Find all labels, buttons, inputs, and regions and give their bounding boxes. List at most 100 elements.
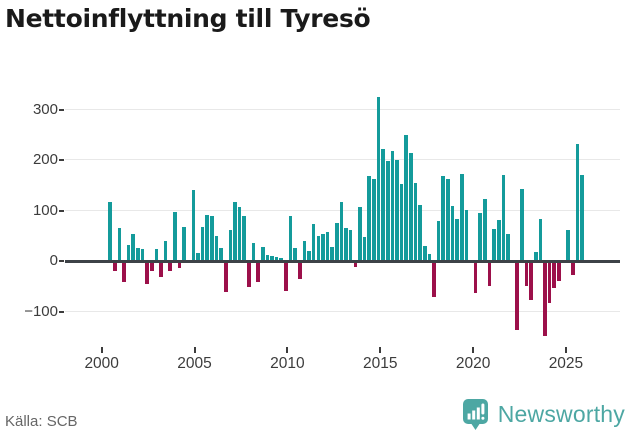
negative-bar (145, 263, 149, 284)
source-note: Källa: SCB (5, 413, 78, 430)
negative-bar (168, 263, 173, 271)
positive-bar (316, 235, 321, 260)
y-axis-tick (59, 108, 64, 111)
positive-bar (163, 240, 168, 260)
positive-bar (219, 247, 223, 260)
negative-bar (529, 263, 533, 301)
y-axis-label: 100 (32, 201, 58, 219)
x-axis-label: 2000 (84, 355, 119, 372)
positive-bar (367, 175, 371, 260)
x-axis-tick (100, 347, 103, 353)
negative-bar (112, 263, 117, 272)
positive-bar (376, 97, 381, 260)
positive-bar (182, 227, 186, 260)
positive-bar (566, 229, 570, 260)
positive-bar (501, 174, 506, 260)
positive-bar (233, 201, 237, 260)
positive-bar (265, 254, 270, 260)
y-axis-tick (59, 310, 64, 313)
positive-bar (154, 248, 159, 260)
positive-bar (191, 189, 196, 260)
positive-bar (506, 234, 510, 260)
x-axis-tick (564, 347, 567, 353)
positive-bar (409, 153, 413, 260)
positive-bar (520, 189, 524, 260)
y-axis-label: 0 (49, 252, 58, 269)
negative-bar (149, 263, 154, 272)
positive-bar (464, 210, 469, 260)
newsworthy-wordmark: Newsworthy (497, 401, 625, 427)
grid-line (65, 310, 620, 312)
negative-bar (524, 263, 529, 287)
negative-bar (547, 263, 552, 304)
positive-bar (404, 135, 409, 260)
positive-bar (446, 178, 450, 260)
positive-bar (492, 228, 496, 260)
x-axis-label: 2010 (270, 355, 305, 372)
positive-bar (325, 231, 330, 260)
negative-bar (284, 263, 288, 291)
positive-bar (279, 258, 284, 260)
negative-bar (298, 263, 302, 279)
positive-bar (237, 207, 242, 260)
positive-bar (450, 206, 455, 260)
positive-bar (348, 229, 353, 260)
positive-bar (395, 159, 399, 260)
negative-bar (557, 263, 561, 281)
x-axis-label: 2005 (177, 355, 212, 372)
zero-baseline (65, 260, 620, 263)
positive-bar (339, 202, 344, 260)
positive-bar (288, 215, 293, 260)
positive-bar (399, 184, 404, 260)
positive-bar (358, 207, 362, 260)
positive-bar (307, 250, 311, 260)
positive-bar (385, 160, 390, 260)
newsworthy-pin-icon (462, 398, 489, 431)
positive-bar (427, 253, 432, 260)
positive-bar (173, 212, 177, 260)
positive-bar (210, 215, 214, 260)
positive-bar (136, 248, 140, 260)
positive-bar (214, 235, 219, 260)
positive-bar (418, 205, 422, 260)
positive-bar (140, 248, 145, 260)
positive-bar (321, 234, 325, 260)
x-axis-tick (379, 347, 382, 353)
negative-bar (223, 263, 228, 292)
positive-bar (390, 150, 395, 260)
positive-bar (533, 252, 538, 260)
grid-line (65, 159, 620, 160)
positive-bar (330, 246, 334, 260)
negative-bar (122, 263, 126, 283)
positive-bar (260, 247, 265, 260)
newsworthy-logo: Newsworthy (462, 398, 625, 431)
negative-bar (159, 263, 163, 278)
y-axis-label: 200 (32, 151, 58, 168)
positive-bar (251, 242, 256, 260)
y-axis-label: −100 (24, 302, 58, 320)
positive-bar (205, 214, 210, 260)
positive-bar (293, 247, 297, 260)
x-axis-label: 2025 (548, 355, 584, 372)
positive-bar (344, 228, 348, 260)
positive-bar (108, 201, 112, 260)
negative-bar (487, 263, 492, 287)
positive-bar (335, 222, 339, 260)
grid-line (65, 108, 620, 110)
positive-bar (228, 229, 233, 260)
x-axis-label: 2020 (455, 355, 491, 372)
positive-bar (311, 224, 316, 260)
positive-bar (575, 143, 580, 260)
x-axis-tick (286, 347, 289, 353)
positive-bar (200, 226, 205, 260)
negative-bar (515, 263, 520, 330)
chart-title: Nettoinflyttning till Tyresö (5, 4, 371, 33)
y-axis-tick (59, 159, 64, 161)
y-axis-tick (59, 209, 64, 212)
positive-bar (441, 175, 446, 260)
positive-bar (126, 244, 131, 260)
positive-bar (196, 253, 200, 260)
positive-bar (413, 183, 418, 260)
